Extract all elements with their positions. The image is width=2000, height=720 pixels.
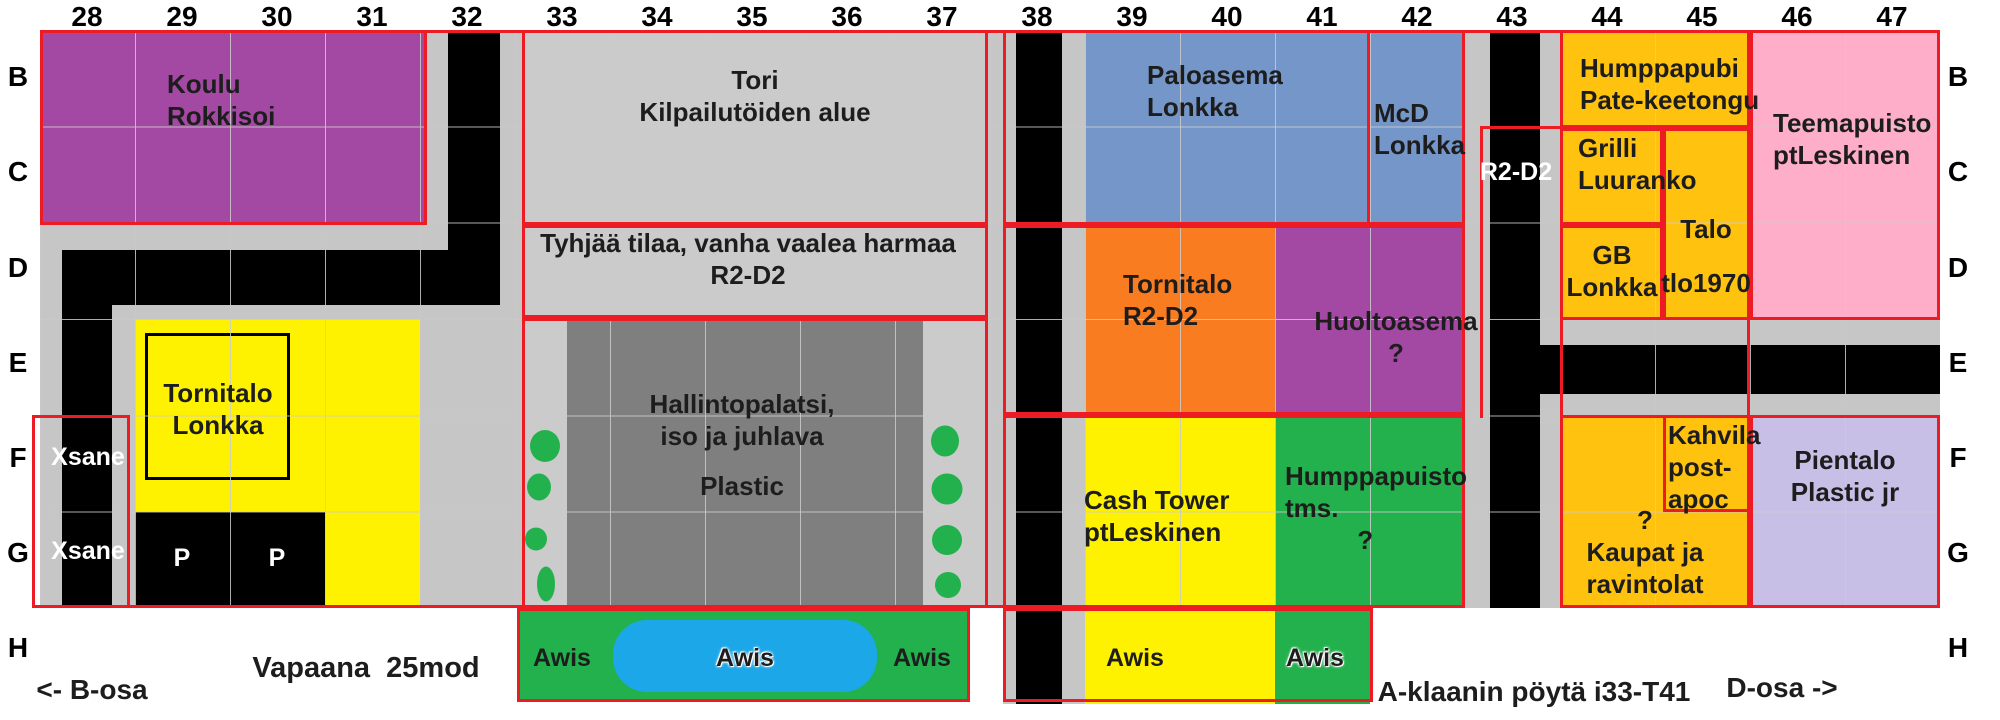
col-header-47: 47: [1876, 1, 1908, 32]
label-parking-1: P: [173, 544, 191, 572]
label-tornitalo-r2d2: Tornitalo R2-D2: [1123, 269, 1233, 331]
row-label-right-d: D: [1947, 252, 1969, 283]
row-label-left-e: E: [8, 347, 28, 378]
label-humppapuisto: Humppapuisto tms. ?: [1285, 461, 1467, 555]
col-header-44: 44: [1591, 1, 1623, 32]
road-row-d-west: [62, 250, 500, 305]
block-tornitalo-lonkka-yard-south: [325, 512, 420, 608]
col-header-46: 46: [1781, 1, 1813, 32]
label-cash-tower: Cash Tower ptLeskinen: [1084, 485, 1230, 547]
row-label-left-b: B: [7, 61, 29, 92]
label-hallinto-plastic: Plastic: [700, 471, 784, 501]
block-hallinto-building: [567, 318, 923, 608]
row-label-right-h: H: [1947, 632, 1969, 663]
block-teemapuisto: [1750, 30, 1940, 320]
col-header-36: 36: [831, 1, 863, 32]
row-label-left-h: H: [7, 632, 29, 663]
label-koulu: Koulu Rokkisoi: [167, 69, 276, 131]
label-gb-lonkka: GB Lonkka: [1566, 240, 1658, 302]
label-awis-yellow: Awis: [1106, 644, 1164, 672]
row-label-right-c: C: [1947, 156, 1969, 187]
row-label-right-f: F: [1949, 442, 1967, 473]
label-kaupat: ? Kaupat ja ravintolat: [1586, 505, 1704, 599]
col-header-32: 32: [451, 1, 483, 32]
label-awis-park-left: Awis: [533, 644, 591, 672]
tree-oval: [527, 473, 551, 501]
label-tori: Tori Kilpailutöiden alue: [639, 65, 871, 127]
col-header-29: 29: [166, 1, 198, 32]
block-awis-green: [1275, 608, 1370, 704]
row-label-left-g: G: [7, 537, 29, 568]
tree-oval: [537, 566, 555, 602]
label-xsane-g: Xsane: [51, 537, 125, 565]
label-tornitalo-lonkka: Tornitalo Lonkka: [163, 378, 273, 440]
tree-oval: [932, 525, 962, 555]
label-teemapuisto: Teemapuisto ptLeskinen: [1773, 108, 1932, 170]
label-parking-2: P: [268, 544, 286, 572]
footer-vapaana: Vapaana 25mod: [252, 652, 480, 684]
label-mcd: McD Lonkka: [1374, 98, 1466, 160]
road-col-43: [1490, 30, 1540, 608]
tree-oval: [530, 430, 560, 462]
label-tyhjaa: Tyhjää tilaa, vanha vaalea harmaa R2-D2: [540, 228, 956, 290]
label-huoltoasema: Huoltoasema ?: [1314, 306, 1478, 368]
road-col-38: [1016, 30, 1062, 704]
label-talo-tlo1970: Talo tlo1970: [1661, 214, 1751, 298]
label-hallinto: Hallintopalatsi, iso ja juhlava: [649, 389, 835, 451]
footer-b-osa: <- B-osa: [36, 674, 148, 705]
footer-d-osa: D-osa ->: [1726, 672, 1838, 703]
road-row-e-east: [1540, 345, 1940, 394]
col-header-39: 39: [1116, 1, 1148, 32]
col-header-42: 42: [1401, 1, 1433, 32]
tree-oval: [525, 527, 547, 551]
col-header-35: 35: [736, 1, 768, 32]
row-label-left-d: D: [7, 252, 29, 283]
label-kahvila: Kahvila post- apoc: [1668, 420, 1761, 514]
label-r2d2-road: R2-D2: [1479, 158, 1553, 186]
label-awis-park-right: Awis: [893, 644, 951, 672]
col-header-43: 43: [1496, 1, 1528, 32]
label-awis-pool: Awis: [716, 644, 774, 672]
tree-oval: [931, 473, 963, 505]
label-humppapubi: Humppapubi Pate-keetongu: [1580, 53, 1760, 115]
tree-oval: [935, 572, 961, 598]
row-label-left-f: F: [9, 442, 27, 473]
row-label-right-e: E: [1948, 347, 1968, 378]
col-header-38: 38: [1021, 1, 1053, 32]
footer-a-klaani: A-klaanin pöytä i33-T41: [1377, 676, 1691, 707]
row-label-right-b: B: [1947, 61, 1969, 92]
row-label-right-g: G: [1947, 537, 1969, 568]
label-xsane-f: Xsane: [51, 443, 125, 471]
col-header-31: 31: [356, 1, 388, 32]
col-header-33: 33: [546, 1, 578, 32]
col-header-41: 41: [1306, 1, 1338, 32]
col-header-30: 30: [261, 1, 293, 32]
col-header-34: 34: [641, 1, 673, 32]
col-header-45: 45: [1686, 1, 1718, 32]
row-label-left-c: C: [7, 156, 29, 187]
col-header-28: 28: [71, 1, 103, 32]
label-awis-green: Awis: [1286, 644, 1344, 672]
tree-oval: [931, 425, 959, 457]
label-grilli: Grilli Luuranko: [1578, 133, 1697, 195]
block-parking-cells: [135, 512, 325, 608]
block-awis-yellow: [1085, 608, 1275, 704]
col-header-40: 40: [1211, 1, 1243, 32]
label-pientalo: Pientalo Plastic jr: [1790, 445, 1900, 507]
col-header-37: 37: [926, 1, 958, 32]
label-paloasema: Paloasema Lonkka: [1147, 60, 1283, 122]
awis-pool: [613, 620, 877, 692]
